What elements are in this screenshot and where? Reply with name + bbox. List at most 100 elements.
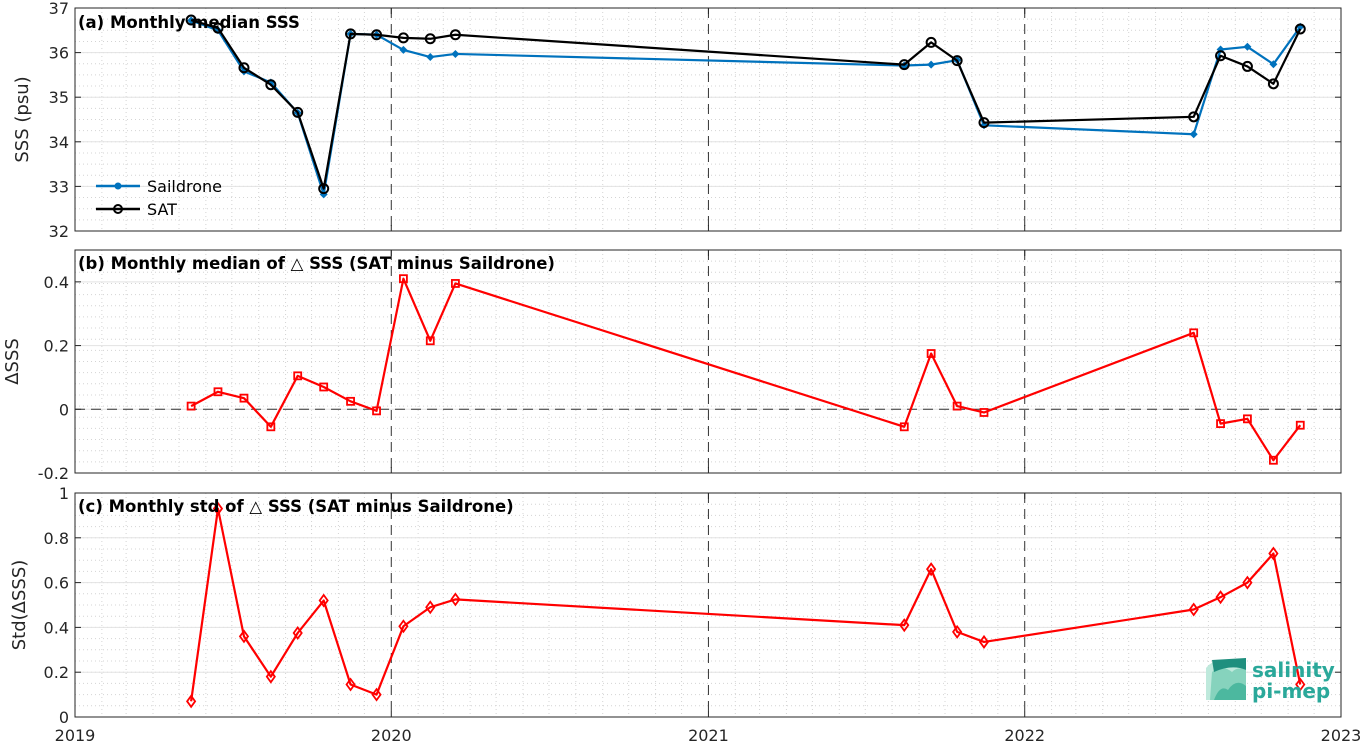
data-point (899, 618, 910, 633)
legend-saildrone-marker (114, 182, 122, 190)
data-point (213, 387, 223, 397)
data-point (926, 349, 936, 358)
data-point (1267, 78, 1279, 90)
x-tick-label: 2020 (371, 726, 412, 745)
data-point (371, 29, 383, 41)
data-point (451, 279, 460, 288)
y-tick-label: 36 (49, 44, 69, 63)
data-point (346, 396, 355, 406)
panel-b: -0.2 0 0.2 0.4 ΔSSS (b) Monthly median of △ S… (2, 249, 1342, 483)
data-point (1189, 130, 1198, 139)
data-point (265, 669, 276, 684)
series-line (190, 18, 1302, 190)
y-tick-label: 35 (49, 88, 69, 107)
logo-line1: salinity (1252, 658, 1335, 682)
x-tick-label: 2019 (55, 726, 96, 745)
data-point (185, 14, 197, 26)
panel-a: 32 33 34 35 36 37 SSS (psu) (a) Monthly median … (12, 0, 1342, 241)
data-point (212, 22, 224, 34)
data-point (319, 382, 329, 392)
data-point (345, 677, 356, 692)
data-point (1243, 414, 1252, 424)
data-point (451, 49, 460, 58)
data-point (371, 687, 382, 702)
data-point (1189, 328, 1199, 338)
data-point (425, 336, 435, 346)
data-point (978, 634, 990, 649)
y-tick-label: 0.2 (44, 337, 69, 356)
y-tick-label: -0.2 (38, 464, 69, 483)
data-point (293, 371, 303, 381)
series-line (190, 277, 1302, 462)
data-point (238, 62, 250, 74)
data-point (397, 32, 409, 44)
data-point (952, 624, 963, 639)
y-tick-label: 0.8 (44, 529, 69, 548)
data-point (450, 592, 461, 607)
data-point (239, 393, 249, 403)
y-tick-label: 0.4 (44, 618, 69, 637)
data-point (952, 401, 962, 411)
legend-sat-label: SAT (147, 200, 177, 219)
series-sat (185, 14, 1306, 195)
x-tick-label: 2022 (1004, 726, 1045, 745)
y-tick-label: 0.6 (44, 574, 69, 593)
data-point (1269, 60, 1278, 69)
data-point (1215, 590, 1226, 605)
data-point (265, 79, 277, 91)
series-line (190, 507, 1302, 702)
panel-title: (a) Monthly median SSS (78, 13, 300, 32)
data-point (399, 274, 408, 284)
salinity-pi-mep-logo: salinity pi-mep (1206, 658, 1335, 703)
legend-saildrone-label: Saildrone (147, 177, 222, 196)
data-point (186, 401, 196, 411)
data-point (345, 28, 357, 40)
data-point (1215, 50, 1227, 62)
legend: Saildrone SAT (96, 177, 222, 219)
data-point (449, 29, 461, 41)
series-line (190, 19, 1302, 196)
data-point (978, 117, 990, 129)
data-point (927, 60, 936, 69)
data-point (238, 629, 250, 644)
series-delta-sss (186, 274, 1305, 465)
data-point (266, 422, 276, 432)
legend-sat-marker (113, 204, 123, 214)
x-tick-label: 2021 (688, 726, 729, 745)
data-point (425, 600, 436, 615)
y-tick-label: 32 (49, 222, 69, 241)
series-delta-sss (186, 501, 1306, 709)
y-axis-label: Std(ΔSSS) (9, 560, 30, 651)
data-point (399, 45, 408, 54)
series-saildrone (187, 16, 1305, 199)
logo-line2: pi-mep (1252, 679, 1330, 703)
data-point (1242, 575, 1253, 590)
data-point (186, 694, 197, 709)
y-tick-label: 1 (59, 484, 69, 503)
data-point (1241, 60, 1253, 72)
panel-title: (c) Monthly std of △ SSS (SAT minus Sail… (78, 497, 514, 516)
data-point (212, 501, 224, 516)
data-point (1216, 419, 1225, 429)
data-point (318, 593, 329, 608)
y-tick-label: 0 (59, 400, 69, 419)
data-point (1188, 602, 1199, 617)
data-point (898, 59, 910, 71)
data-point (398, 619, 409, 634)
data-point (899, 422, 909, 432)
data-point (979, 408, 989, 417)
x-tick-label: 2023 (1321, 726, 1362, 745)
y-tick-label: 37 (49, 0, 69, 18)
y-axis-label: ΔSSS (2, 338, 23, 385)
data-point (1294, 23, 1306, 35)
data-point (1243, 42, 1252, 51)
data-point (426, 53, 435, 62)
data-point (372, 406, 381, 416)
data-point (925, 36, 937, 48)
data-point (318, 183, 330, 195)
data-point (926, 562, 937, 577)
panel-title: (b) Monthly median of △ SSS (SAT minus S… (78, 254, 555, 273)
data-point (951, 55, 963, 67)
data-point (1295, 420, 1305, 430)
